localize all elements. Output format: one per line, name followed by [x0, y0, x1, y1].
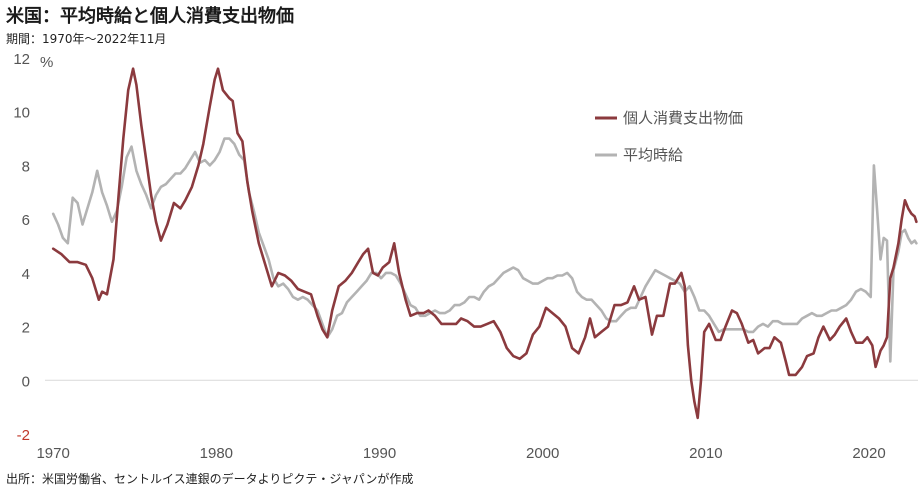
- y-tick-label: 12: [13, 51, 30, 68]
- y-axis-unit-label: %: [40, 54, 53, 71]
- legend-label: 個人消費支出物価: [623, 109, 743, 127]
- y-tick-label: 0: [22, 373, 30, 390]
- series-layer: [51, 67, 918, 420]
- chart-subtitle: 期間：1970年～2022年11月: [6, 32, 167, 46]
- source-note: 出所：米国労働省、セントルイス連銀のデータよりピクテ・ジャパンが作成: [6, 472, 414, 486]
- series-line-wage: [51, 137, 918, 363]
- x-tick-label: 2020: [852, 445, 885, 462]
- y-axis: -2 0 2 4 6 8 10 12: [13, 51, 30, 444]
- x-tick-label: 1980: [200, 445, 233, 462]
- x-tick-label: 1990: [363, 445, 396, 462]
- y-tick-label: -2: [17, 427, 30, 444]
- x-axis: 1970 1980 1990 2000 2010 2020: [36, 445, 885, 462]
- legend-label: 平均時給: [623, 146, 683, 164]
- y-tick-label: 6: [22, 212, 30, 229]
- chart-title: 米国：平均時給と個人消費支出物価: [6, 6, 294, 27]
- x-tick-label: 2000: [526, 445, 559, 462]
- y-tick-label: 4: [22, 266, 30, 283]
- series-line-pce: [51, 67, 918, 420]
- y-tick-label: 2: [22, 320, 30, 337]
- x-tick-label: 1970: [36, 445, 69, 462]
- x-tick-label: 2010: [689, 445, 722, 462]
- y-tick-label: 10: [13, 105, 30, 122]
- y-tick-label: 8: [22, 158, 30, 175]
